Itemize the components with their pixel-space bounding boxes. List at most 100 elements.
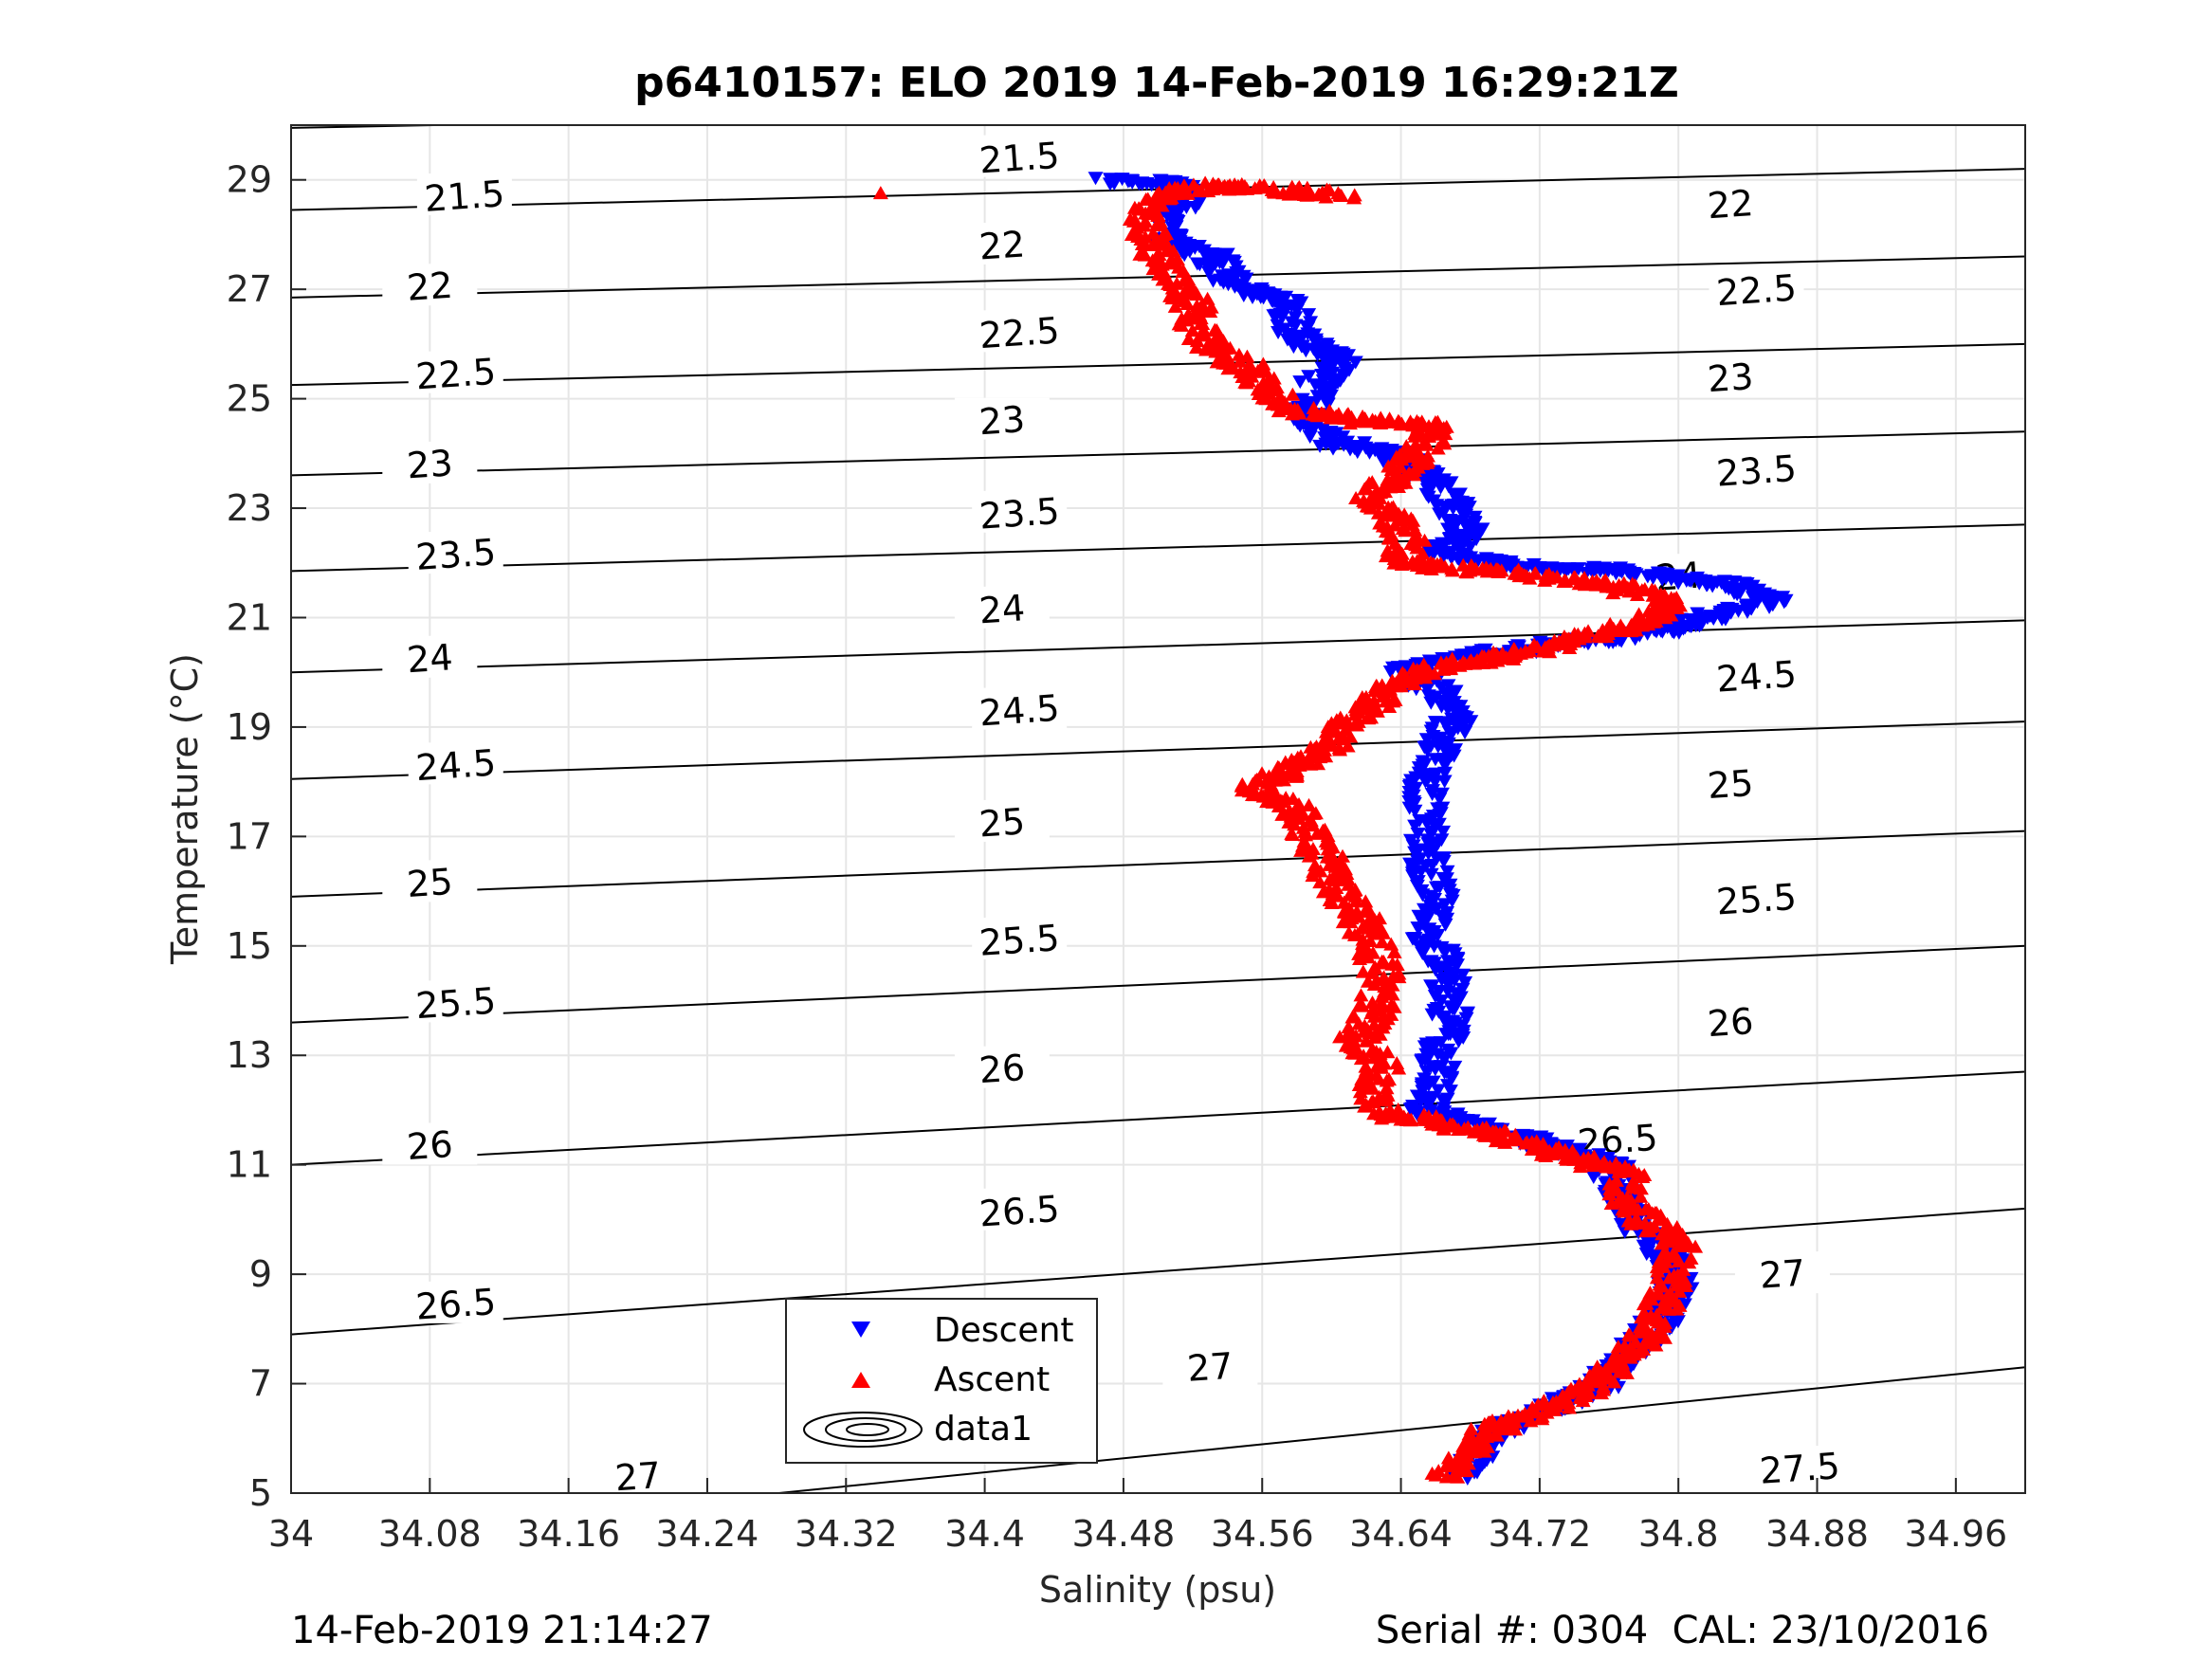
ascent-marker <box>1528 1134 1545 1148</box>
ascent-marker <box>1602 616 1618 630</box>
descent-marker <box>1434 787 1450 801</box>
isopycnal-label: 26.5 <box>414 1281 497 1328</box>
ascent-marker <box>1366 1106 1382 1121</box>
ascent-marker <box>1368 678 1384 692</box>
descent-marker <box>1420 689 1436 703</box>
descent-marker <box>1447 1060 1463 1074</box>
ascent-marker <box>1628 1211 1644 1225</box>
descent-marker <box>1260 286 1276 301</box>
footer-timestamp: 14-Feb-2019 21:14:27 <box>291 1609 713 1652</box>
ascent-marker <box>1138 214 1154 228</box>
isopycnal-label: 26.5 <box>978 1188 1060 1235</box>
isopycnal-label: 25.5 <box>1715 876 1798 923</box>
ascent-marker <box>1548 1141 1564 1156</box>
ascent-marker <box>1341 925 1357 939</box>
x-tick-label: 34.8 <box>1638 1513 1719 1555</box>
isopycnal-label-mask <box>972 1188 1068 1231</box>
ascent-marker <box>1455 557 1472 572</box>
ascent-marker <box>1395 665 1411 680</box>
ascent-marker <box>1443 1119 1459 1133</box>
descent-marker <box>1440 522 1456 537</box>
descent-marker <box>1301 370 1317 384</box>
isopycnal-label: 24 <box>978 587 1026 631</box>
x-tick-label: 34.16 <box>517 1513 620 1555</box>
isopycnal-label-mask <box>1709 876 1804 919</box>
x-tick-label: 34.4 <box>944 1513 1025 1555</box>
ascent-marker <box>1405 661 1421 675</box>
ascent-marker <box>1391 970 1407 984</box>
descent-marker <box>1402 833 1418 848</box>
ascent-marker <box>1463 1421 1479 1435</box>
isopycnal-label-mask <box>972 310 1068 353</box>
ascent-marker <box>1328 713 1344 727</box>
isopycnal-label: 26 <box>406 1123 454 1168</box>
y-tick-label: 17 <box>227 815 272 857</box>
ascent-marker <box>1616 575 1632 590</box>
ascent-marker <box>1330 186 1346 200</box>
ascent-marker <box>1167 299 1183 313</box>
ascent-marker <box>1523 1413 1539 1428</box>
isopycnal-label: 23 <box>978 398 1026 443</box>
legend-data1-label: data1 <box>934 1410 1033 1449</box>
descent-marker <box>1231 264 1247 279</box>
isopycnal-label: 22 <box>406 264 454 309</box>
ascent-marker <box>1526 637 1543 651</box>
ascent-marker <box>1615 1191 1631 1205</box>
x-tick-label: 34 <box>268 1513 314 1555</box>
isopycnal-label-mask <box>972 687 1068 730</box>
descent-marker <box>1319 337 1335 352</box>
descent-marker <box>1324 428 1340 442</box>
ascent-marker <box>1589 1359 1605 1374</box>
descent-marker <box>1312 439 1328 453</box>
ascent-marker <box>1364 1002 1380 1016</box>
ascent-marker <box>1341 1020 1357 1034</box>
ascent-marker <box>1654 610 1671 624</box>
ascent-marker <box>1416 1107 1432 1121</box>
ascent-marker <box>1418 437 1435 451</box>
descent-marker <box>1375 454 1391 468</box>
isopycnal-label-mask <box>1734 1251 1830 1294</box>
isopycnal-label: 23.5 <box>978 490 1060 538</box>
ascent-marker <box>1608 1173 1624 1187</box>
ascent-marker <box>1577 575 1593 590</box>
ascent-marker <box>1310 757 1326 771</box>
descent-marker <box>1440 679 1456 693</box>
descent-marker <box>1191 240 1207 254</box>
ascent-marker <box>1372 1027 1388 1041</box>
ascent-marker <box>1234 776 1251 791</box>
descent-marker <box>1444 894 1460 908</box>
descent-marker <box>1681 619 1697 633</box>
ascent-marker <box>1405 418 1421 432</box>
ascent-marker <box>1337 722 1353 737</box>
ascent-marker <box>1416 657 1432 671</box>
ascent-marker <box>1431 1464 1447 1478</box>
legend[interactable]: Descent Ascent data1 <box>785 1298 1098 1464</box>
ascent-marker <box>1330 731 1346 745</box>
ascent-marker <box>1608 1156 1624 1170</box>
ascent-marker <box>1657 1330 1673 1344</box>
ascent-marker <box>1247 774 1263 788</box>
descent-marker <box>1422 1090 1438 1104</box>
ascent-marker <box>1366 693 1382 707</box>
ascent-marker <box>1136 246 1152 260</box>
ascent-marker <box>1145 226 1161 240</box>
isopycnal-label: 24.5 <box>414 741 497 789</box>
y-tick-label: 27 <box>227 268 272 310</box>
y-tick-label: 29 <box>227 159 272 201</box>
descent-marker <box>1442 513 1458 527</box>
descent-marker <box>1670 569 1686 583</box>
ascent-marker <box>1613 618 1629 632</box>
isopycnal-label-mask <box>1752 1446 1848 1488</box>
isopycnal-label: 25 <box>1706 762 1754 807</box>
isopycnal-label-mask <box>408 351 503 393</box>
ascent-marker <box>1408 437 1424 451</box>
ascent-marker <box>1669 590 1685 604</box>
isopycnal-label-mask <box>408 532 503 574</box>
descent-marker <box>1477 643 1493 657</box>
ascent-marker <box>1222 340 1238 355</box>
ascent-marker <box>1526 566 1543 580</box>
ascent-marker <box>1307 741 1323 756</box>
legend-ascent-label: Ascent <box>934 1360 1050 1399</box>
descent-marker <box>1347 356 1363 370</box>
descent-marker <box>1604 562 1620 576</box>
